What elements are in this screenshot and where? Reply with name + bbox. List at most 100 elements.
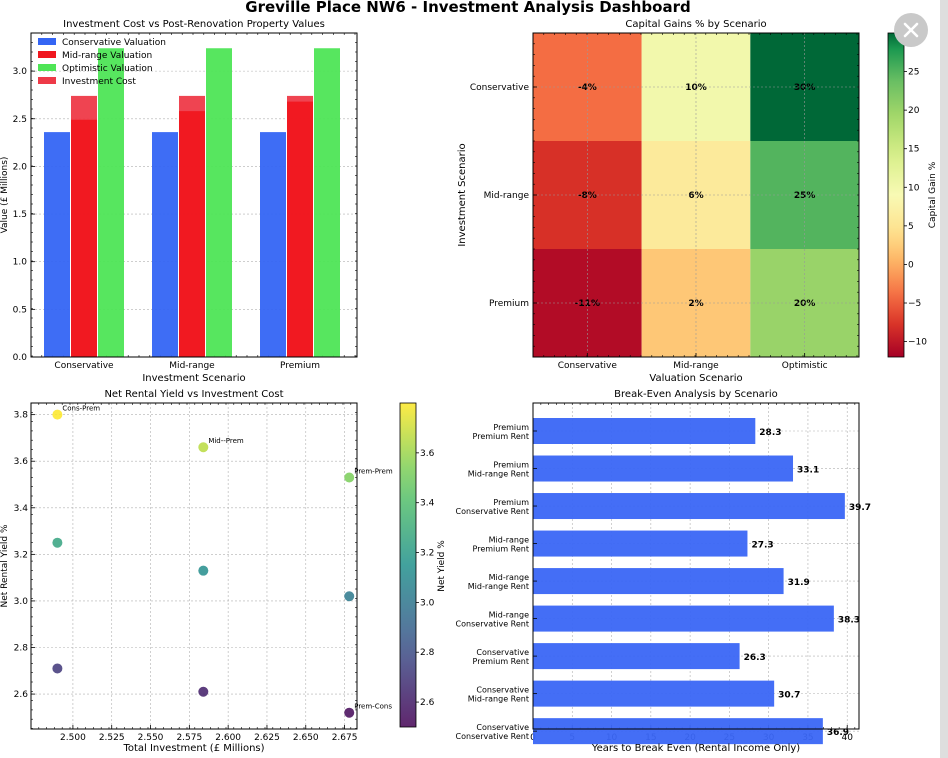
- x-tick-label: 2.525: [99, 733, 125, 743]
- chart-title: Capital Gains % by Scenario: [625, 19, 766, 30]
- y-tick-label: Mid-range: [489, 573, 529, 582]
- cell-value-label: 25%: [794, 191, 816, 201]
- legend-label: Conservative Valuation: [62, 38, 166, 48]
- colorbar-label: Net Yield %: [437, 540, 447, 592]
- cell-value-label: -8%: [578, 191, 597, 201]
- valuation-bar: [152, 132, 178, 357]
- legend-swatch: [38, 77, 56, 84]
- cell-value-label: 10%: [685, 83, 707, 93]
- plot-frame: [30, 32, 358, 358]
- x-axis-label: Years to Break Even (Rental Income Only): [591, 743, 800, 754]
- colorbar-tick-label: 2.8: [420, 648, 435, 658]
- colorbar: [887, 32, 905, 358]
- y-tick-label: 3.2: [14, 550, 28, 560]
- colorbar-tick-label: 15: [908, 145, 919, 155]
- valuation-bar: [260, 132, 286, 357]
- y-tick-label: 2.0: [13, 162, 28, 172]
- plot-frame: [532, 402, 860, 730]
- colorbar-tick-label: 25: [908, 68, 919, 78]
- y-tick-label: Conservative: [476, 723, 529, 732]
- colorbar-tick-label: 2.6: [420, 698, 435, 708]
- bar-value-label: 31.9: [788, 578, 810, 588]
- colorbar: [399, 402, 417, 728]
- y-tick-label: 2.5: [13, 115, 27, 125]
- y-tick-label: Premium Rent: [473, 432, 529, 441]
- scatter-point: [344, 707, 355, 718]
- y-tick-label: 3.4: [14, 504, 29, 514]
- y-tick-label: 2.6: [14, 690, 29, 700]
- bar-value-label: 27.3: [751, 541, 773, 551]
- y-tick-label: Conservative: [476, 686, 529, 695]
- cell-value-label: 6%: [688, 191, 703, 201]
- y-tick-label: Conservative Rent: [456, 507, 529, 516]
- x-tick-label: 2.550: [138, 733, 164, 743]
- x-tick-label: 2.625: [254, 733, 280, 743]
- bar-value-label: 33.1: [797, 466, 819, 476]
- legend-label: Mid-range Valuation: [62, 51, 152, 61]
- y-axis-label: Net Rental Yield %: [0, 524, 10, 607]
- chart-title: Investment Cost vs Post-Renovation Prope…: [63, 19, 325, 30]
- colorbar-tick-label: 3.4: [420, 499, 435, 509]
- cell-value-label: -4%: [578, 83, 597, 93]
- x-tick-label: Conservative: [54, 361, 114, 371]
- scatter-point: [198, 565, 209, 576]
- bar-value-label: 26.3: [744, 653, 766, 663]
- scatter-point: [52, 537, 63, 548]
- bar-value-label: 36.9: [827, 728, 849, 738]
- colorbar-tick-label: 0: [908, 260, 914, 270]
- x-tick-label: Mid-range: [673, 361, 719, 371]
- y-tick-label: Mid-range: [484, 191, 530, 201]
- break-even-bar: [533, 643, 740, 670]
- y-tick-label: 1.0: [13, 258, 28, 268]
- legend-swatch: [38, 51, 56, 58]
- y-tick-label: 3.6: [14, 457, 29, 467]
- bar-value-label: 30.7: [778, 691, 800, 701]
- valuation-bar: [71, 119, 97, 357]
- valuation-bar: [287, 101, 313, 358]
- chart-title: Break-Even Analysis by Scenario: [614, 389, 778, 400]
- y-tick-label: Premium Rent: [473, 545, 529, 554]
- break-even-bar: [533, 530, 748, 557]
- x-tick-label: Conservative: [558, 361, 618, 371]
- point-label: Prem-Prem: [354, 468, 393, 476]
- valuation-bar-chart: Investment Cost vs Post-Renovation Prope…: [0, 19, 358, 384]
- scatter-point: [198, 686, 209, 697]
- break-even-bar: [533, 418, 756, 444]
- x-tick-label: Mid-range: [169, 361, 215, 371]
- y-tick-label: 2.8: [14, 644, 29, 654]
- valuation-bar: [314, 48, 340, 357]
- colorbar-tick-label: −10: [908, 338, 927, 348]
- close-button[interactable]: [894, 13, 928, 47]
- x-tick-label: 2.575: [176, 733, 202, 743]
- point-label: Prem-Cons: [354, 703, 392, 711]
- y-tick-label: Conservative Rent: [456, 732, 529, 741]
- y-tick-label: Premium: [489, 299, 529, 309]
- y-tick-label: Conservative: [470, 83, 530, 93]
- break-even-bar-chart: Break-Even Analysis by Scenario051015202…: [456, 389, 872, 754]
- point-label: Cons-Prem: [62, 405, 100, 413]
- y-tick-label: 1.5: [13, 210, 27, 220]
- valuation-bar: [179, 111, 205, 357]
- break-even-bar: [533, 605, 834, 632]
- y-axis-label: Investment Scenario: [457, 143, 468, 246]
- chart-title: Net Rental Yield vs Investment Cost: [104, 389, 283, 400]
- scatter-point: [344, 472, 355, 483]
- valuation-bar: [44, 132, 70, 357]
- y-tick-label: Premium Rent: [473, 657, 529, 666]
- scatter-point: [52, 409, 63, 420]
- colorbar-tick-label: 3.0: [420, 598, 435, 608]
- x-axis-label: Investment Scenario: [142, 373, 245, 384]
- y-tick-label: Conservative Rent: [456, 620, 529, 629]
- plot-frame: [532, 32, 860, 358]
- y-tick-label: 3.0: [13, 67, 28, 77]
- x-tick-label: 2.500: [60, 733, 86, 743]
- y-tick-label: Mid-range Rent: [468, 470, 529, 479]
- dashboard-title: Greville Place NW6 - Investment Analysis…: [245, 0, 690, 16]
- legend-label: Investment Cost: [62, 77, 136, 87]
- x-tick-label: 40: [841, 733, 853, 743]
- valuation-bar: [98, 48, 124, 357]
- scatter-point: [198, 442, 209, 453]
- rental-yield-scatter: Net Rental Yield vs Investment Cost 2.500…: [0, 389, 447, 754]
- cell-value-label: -11%: [575, 299, 600, 309]
- colorbar-tick-label: 10: [908, 183, 920, 193]
